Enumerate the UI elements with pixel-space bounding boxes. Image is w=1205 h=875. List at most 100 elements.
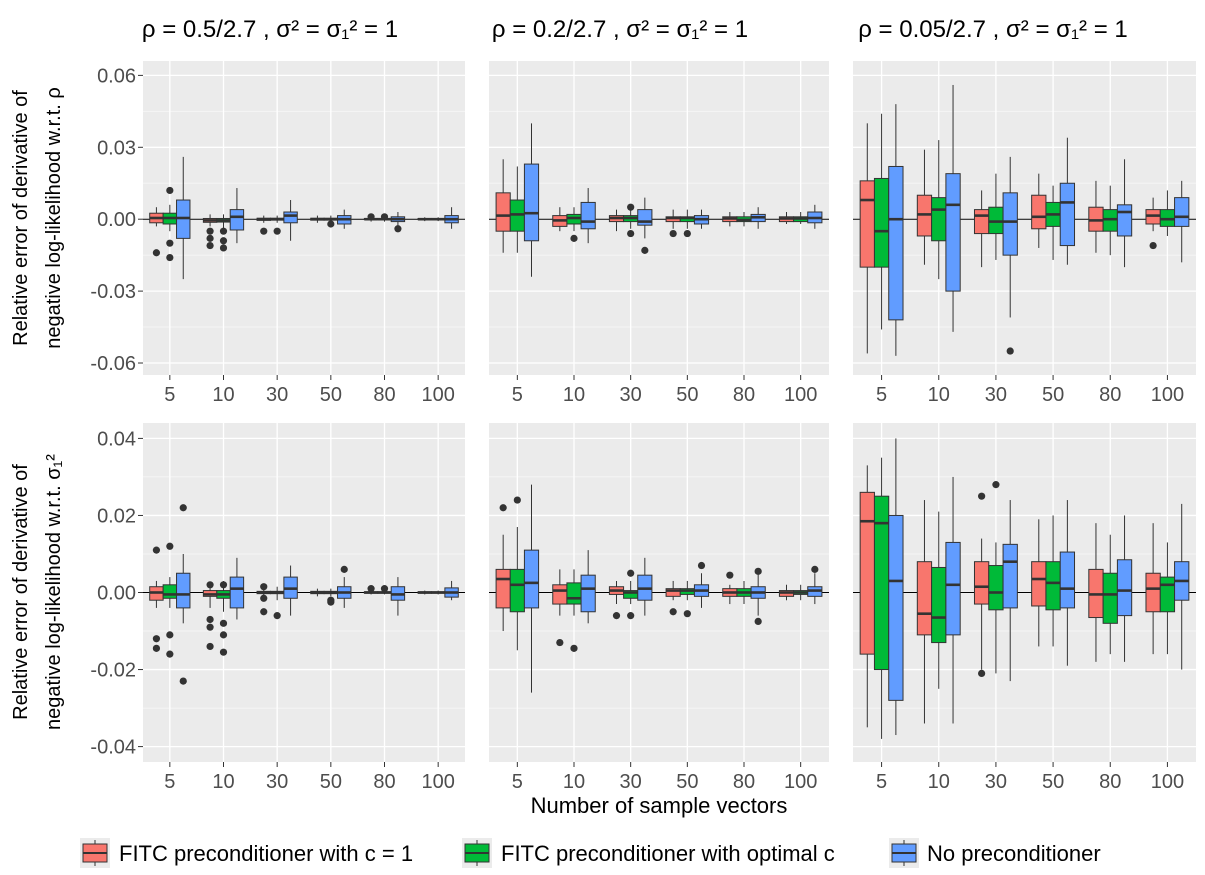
outlier-point [166, 253, 174, 262]
box-5-series-3 [523, 163, 540, 242]
outlier-point [327, 598, 335, 606]
x-tick-label: 100 [1151, 771, 1184, 793]
x-tick-label: 10 [928, 771, 950, 793]
y-tick-label: 0.03 [97, 137, 136, 159]
legend-label-1: FITC preconditioner with c = 1 [119, 841, 413, 866]
outlier-point [219, 648, 228, 656]
outlier-point [340, 565, 348, 573]
y-tick-label: -0.06 [90, 353, 136, 375]
x-axis-title: Number of sample vectors [531, 793, 788, 818]
outlier-point [206, 234, 214, 242]
box-80-series-2 [1102, 572, 1118, 624]
legend-label-3: No preconditioner [927, 841, 1101, 866]
column-title-3: ρ = 0.05/2.7 , σ² = σ₁² = 1 [858, 16, 1128, 43]
outlier-point [166, 650, 174, 658]
outlier-point [219, 619, 228, 627]
y-tick-label: -0.03 [90, 281, 136, 303]
outlier-point [683, 610, 691, 618]
outlier-point [811, 565, 819, 573]
box-50-series-3 [1059, 551, 1076, 609]
box-100-series-2 [1159, 576, 1176, 613]
x-tick-label: 30 [985, 771, 1007, 793]
outlier-point [166, 631, 174, 639]
box-50-series-1 [1031, 561, 1047, 607]
outlier-point [499, 504, 507, 512]
box-5-series-1 [859, 180, 875, 268]
outlier-point [978, 492, 986, 500]
box-10-series-2 [931, 566, 947, 644]
outlier-point [669, 229, 677, 238]
outlier-point [206, 227, 214, 235]
panel-r1-c3: 5 10 30 50 80 100 [853, 61, 1196, 406]
legend-item-no-preconditioner: No preconditioner [889, 838, 1101, 868]
outlier-point [726, 571, 734, 579]
outlier-point [152, 249, 161, 257]
x-tick-label: 100 [421, 771, 454, 793]
y-tick-label: -0.02 [90, 660, 136, 682]
outlier-point [152, 635, 161, 643]
box-100-series-3 [1174, 197, 1190, 227]
x-tick-label: 50 [320, 384, 342, 406]
x-tick-label: 100 [784, 384, 817, 406]
outlier-point [641, 246, 649, 254]
box-5-series-2 [509, 568, 525, 613]
x-tick-label: 10 [212, 771, 234, 793]
box-80-series-3 [1116, 559, 1133, 617]
outlier-point [380, 213, 389, 221]
x-tick-label: 10 [563, 771, 585, 793]
facet-panels: 0.06 0.03 0.00 -0.03 -0.06 0.04 0.02 0.00 -0.02 -… [90, 61, 1196, 793]
x-tick-label: 80 [373, 771, 395, 793]
y-tick-label: 0.00 [97, 209, 136, 231]
box-10-series-1 [916, 561, 933, 636]
box-50-series-2 [1045, 561, 1061, 611]
outlier-point [669, 608, 677, 616]
outlier-point [367, 585, 375, 593]
box-5-series-1 [495, 568, 511, 609]
box-10-series-3 [945, 541, 961, 636]
outlier-point [152, 644, 161, 652]
box-5-series-2 [873, 177, 890, 268]
outlier-point [206, 615, 214, 624]
box-30-series-3 [1002, 543, 1018, 609]
box-5-series-1 [859, 491, 875, 655]
box-5-series-3 [888, 514, 904, 701]
outlier-point [327, 220, 335, 228]
outlier-point [206, 623, 214, 631]
outlier-point [612, 612, 621, 620]
panel-background [853, 61, 1196, 375]
x-tick-label: 10 [563, 384, 585, 406]
outlier-point [367, 213, 375, 221]
x-tick-label: 5 [512, 771, 523, 793]
box-30-series-3 [1002, 192, 1018, 256]
y-axis-label-bottom-line2: negative log-likelihood w.r.t. σ₁² [43, 454, 65, 730]
x-tick-label: 50 [320, 771, 342, 793]
x-tick-label: 80 [733, 384, 755, 406]
outlier-point [206, 241, 214, 250]
box-10-series-3 [580, 201, 596, 230]
outlier-point [627, 612, 635, 620]
outlier-point [380, 585, 389, 593]
x-tick-label: 50 [676, 384, 698, 406]
legend: FITC preconditioner with c = 1 FITC prec… [80, 838, 1101, 868]
panel-r2-c1: 5 10 30 50 80 100 [143, 423, 465, 793]
box-30-series-2 [988, 565, 1004, 611]
x-tick-label: 100 [784, 771, 817, 793]
box-50-series-1 [1031, 194, 1047, 230]
legend-item-fitc-optimal-c: FITC preconditioner with optimal c [462, 838, 835, 868]
outlier-point [219, 244, 228, 252]
column-title-2: ρ = 0.2/2.7 , σ² = σ₁² = 1 [492, 16, 748, 43]
outlier-point [166, 186, 174, 195]
box-100-series-1 [1145, 572, 1161, 613]
x-tick-label: 30 [266, 771, 288, 793]
outlier-point [179, 677, 187, 685]
outlier-point [992, 481, 1000, 489]
panel-r2-c2: 5 10 30 50 80 100 [489, 423, 829, 793]
x-tick-label: 80 [1099, 384, 1121, 406]
outlier-point [219, 237, 228, 245]
x-tick-label: 100 [421, 384, 454, 406]
box-10-series-3 [229, 209, 245, 231]
outlier-point [978, 669, 986, 677]
outlier-point [260, 583, 268, 591]
x-tick-label: 30 [620, 384, 642, 406]
y-axis-label-top-line1: Relative error of derivative of [10, 90, 32, 346]
